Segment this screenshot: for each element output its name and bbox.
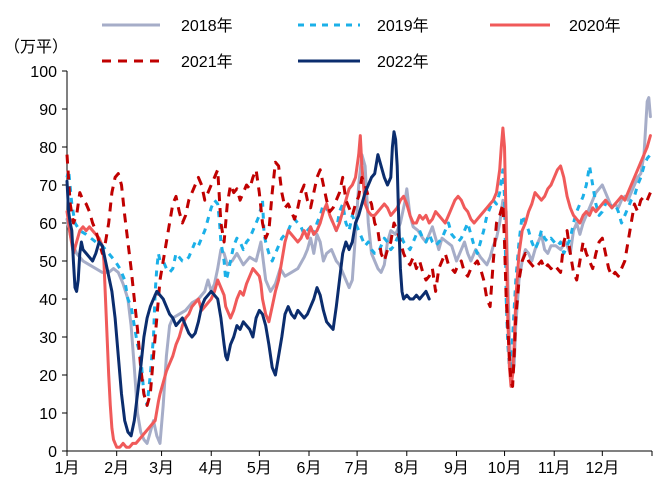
x-tick-label: 2月 [104,460,129,477]
legend: 2018年 2019年 2020年 2021年 2022年 [102,17,621,71]
x-axis: 1月 2月 3月 4月 5月 6月 7月 8月 9月 10月 11月 12月 [55,450,653,477]
y-tick-label: 80 [39,140,57,157]
y-tick-label: 10 [39,406,57,423]
legend-item-2018: 2018年 [102,17,233,35]
series-line-2022 [65,130,431,438]
x-tick-label: 6月 [297,460,322,477]
x-tick-label: 1月 [55,460,80,477]
y-tick-label: 30 [39,330,57,347]
legend-label-2022: 2022年 [377,53,429,71]
x-tick-label: 10月 [488,460,522,477]
y-tick-label: 50 [39,254,57,271]
y-tick-label: 70 [39,178,57,195]
x-tick-label: 4月 [199,460,224,477]
x-tick-label: 3月 [149,460,174,477]
y-tick-label: 0 [48,444,57,461]
y-tick-label: 20 [39,368,57,385]
x-tick-label: 5月 [247,460,272,477]
series-line-2020 [65,126,652,449]
legend-label-2019: 2019年 [377,17,429,35]
legend-label-2018: 2018年 [181,17,233,35]
series-lines [65,96,652,449]
y-tick-label: 90 [39,102,57,119]
y-axis-unit-label: （万平） [4,38,68,56]
x-tick-label: 9月 [444,460,469,477]
x-tick-label: 12月 [585,460,619,477]
series-line-2021 [65,154,652,407]
legend-item-2019: 2019年 [298,17,429,35]
x-tick-label: 11月 [538,460,571,477]
legend-item-2021: 2021年 [102,53,233,71]
y-tick-label: 100 [30,64,57,81]
x-tick-label: 7月 [345,460,370,477]
x-tick-label: 8月 [394,460,419,477]
y-axis: 0 10 20 30 40 50 60 70 80 90 100 [30,64,68,461]
legend-label-2020: 2020年 [569,17,621,35]
y-tick-label: 40 [39,292,57,309]
legend-label-2021: 2021年 [181,53,233,71]
series-line-2019 [65,153,652,407]
legend-item-2022: 2022年 [298,53,429,71]
y-tick-label: 60 [39,216,57,233]
legend-item-2020: 2020年 [490,17,621,35]
